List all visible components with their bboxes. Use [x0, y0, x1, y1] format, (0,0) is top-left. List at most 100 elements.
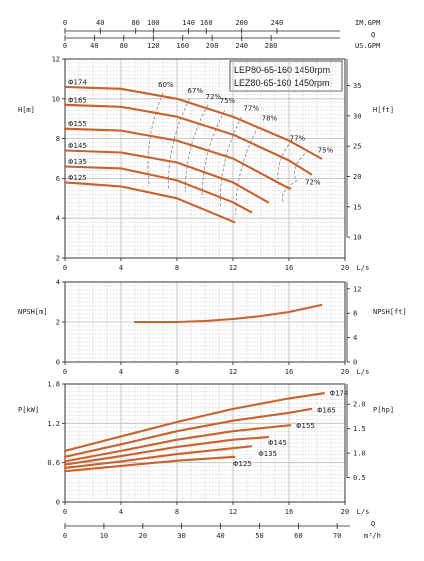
efficiency-label: 77%	[290, 135, 306, 143]
top-q-label: Q	[371, 31, 375, 39]
efficiency-label: 75%	[220, 97, 236, 105]
power-ytick-label: 1.2	[47, 420, 60, 428]
npsh-xtick-label: 8	[175, 368, 179, 376]
head-ylabel-right: H[ft]	[373, 106, 394, 114]
efficiency-iso-curve	[294, 150, 309, 181]
power-curve-Φ125	[63, 455, 236, 473]
bottom-q-label: Q	[371, 520, 375, 528]
head-right-tick-label: 15	[353, 203, 361, 211]
efficiency-iso-curve	[168, 98, 190, 189]
power-curve-Φ145	[63, 436, 270, 466]
head-series-label: Φ145	[68, 142, 87, 150]
top-imp-gpm-axis-tick-label: 0	[63, 19, 67, 27]
head-ytick-label: 6	[56, 175, 60, 183]
bottom-m3h-tick-label: 70	[333, 532, 341, 540]
npsh-xunit-label: L/s	[357, 368, 370, 376]
bottom-m3h-tick-label: 20	[139, 532, 147, 540]
npsh-ytick-label: 0	[56, 359, 60, 367]
npsh-right-tick-label: 0	[353, 359, 357, 367]
top-us-gpm-axis-tick-label: 40	[90, 42, 98, 50]
head-curve-Φ165	[63, 103, 313, 176]
power-curve-Φ135	[63, 445, 253, 469]
top-us-gpm-axis-unit-label: US.GPM	[355, 42, 380, 50]
bottom-m3h-tick-label: 0	[63, 532, 67, 540]
head-right-tick-label: 25	[353, 143, 361, 151]
power-xtick-label: 20	[341, 508, 349, 516]
head-series-label: Φ135	[68, 158, 87, 166]
power-curve-Φ155	[63, 424, 292, 463]
npsh-ylabel-left: NPSH[m]	[18, 308, 48, 316]
head-xtick-label: 8	[175, 264, 179, 272]
efficiency-label: 60%	[158, 81, 174, 89]
head-series-label: Φ165	[68, 96, 87, 104]
axes-layer	[62, 28, 350, 529]
head-ylabel-left: H[m]	[18, 106, 35, 114]
power-panel-frame	[64, 383, 346, 503]
head-xtick-label: 16	[285, 264, 293, 272]
head-ytick-label: 8	[56, 135, 60, 143]
power-xunit-label: L/s	[357, 508, 370, 516]
power-series-label: Φ165	[317, 407, 336, 415]
head-curve-Φ155	[63, 127, 292, 190]
npsh-xtick-label: 0	[63, 368, 67, 376]
top-us-gpm-axis-tick-label: 240	[235, 42, 248, 50]
top-imp-gpm-axis-tick-label: 80	[131, 19, 139, 27]
bottom-m3h-tick-label: 30	[177, 532, 185, 540]
efficiency-label: 77%	[243, 105, 259, 113]
npsh-right-tick-label: 12	[353, 285, 361, 293]
head-right-tick-label: 10	[353, 234, 361, 242]
efficiency-label: 78%	[262, 115, 278, 123]
head-series-label: Φ155	[68, 120, 87, 128]
head-curve-Φ145	[63, 149, 270, 204]
head-xtick-label: 12	[229, 264, 237, 272]
top-imp-gpm-axis-tick-label: 40	[96, 19, 104, 27]
bottom-m3h-unit-label: m³/h	[364, 532, 381, 540]
power-curve-Φ174	[63, 392, 326, 452]
power-xtick-label: 8	[175, 508, 179, 516]
top-us-gpm-axis-tick-label: 0	[63, 42, 67, 50]
head-panel-frame	[64, 58, 346, 259]
head-curve-Φ125	[63, 181, 236, 224]
npsh-xtick-label: 20	[341, 368, 349, 376]
top-us-gpm-axis-tick-label: 160	[176, 42, 189, 50]
top-imp-gpm-axis-tick-label: 100	[147, 19, 160, 27]
power-right-tick-label: 1.0	[353, 450, 366, 458]
power-series-label: Φ155	[296, 422, 315, 430]
head-ytick-label: 2	[56, 255, 60, 263]
efficiency-iso-curve	[235, 126, 259, 215]
efficiency-label: 67%	[187, 87, 203, 95]
power-ytick-label: 0.6	[47, 459, 60, 467]
power-ytick-label: 0	[56, 499, 60, 507]
top-imp-gpm-axis-tick-label: 240	[271, 19, 284, 27]
head-xtick-label: 0	[63, 264, 67, 272]
power-curve-Φ165	[63, 407, 313, 458]
top-us-gpm-axis-tick-label: 200	[206, 42, 219, 50]
power-ylabel-right: P[hp]	[373, 406, 394, 414]
power-xtick-label: 4	[119, 508, 123, 516]
power-series-label: Φ174	[330, 390, 349, 398]
top-imp-gpm-axis-tick-label: 160	[200, 19, 213, 27]
head-right-tick-label: 20	[353, 173, 361, 181]
head-xunit-label: L/s	[357, 264, 370, 272]
head-ytick-label: 12	[52, 56, 60, 64]
npsh-xtick-label: 12	[229, 368, 237, 376]
head-curve-Φ174	[63, 85, 323, 160]
power-right-tick-label: 2.0	[353, 401, 366, 409]
top-imp-gpm-axis-tick-label: 200	[235, 19, 248, 27]
bottom-m3h-tick-label: 60	[294, 532, 302, 540]
head-ytick-label: 4	[56, 215, 60, 223]
power-ytick-label: 1.8	[47, 381, 60, 389]
npsh-xtick-label: 16	[285, 368, 293, 376]
head-series-label: Φ125	[68, 174, 87, 182]
npsh-xtick-label: 4	[119, 368, 123, 376]
efficiency-label: 75%	[318, 147, 334, 155]
head-xtick-label: 4	[119, 264, 123, 272]
bottom-m3h-tick-label: 50	[255, 532, 263, 540]
title-line-1: LEP80-65-160 1450rpm	[234, 65, 330, 75]
npsh-right-tick-label: 8	[353, 310, 357, 318]
power-series-label: Φ135	[258, 450, 277, 458]
top-us-gpm-axis-tick-label: 80	[120, 42, 128, 50]
top-us-gpm-axis-tick-label: 280	[265, 42, 278, 50]
head-curve-Φ135	[63, 165, 253, 214]
